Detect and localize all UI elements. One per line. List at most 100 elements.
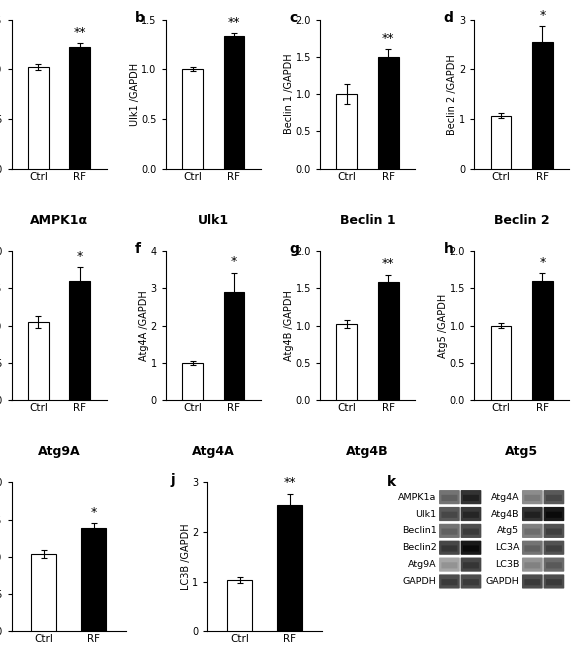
Text: AMPK1α: AMPK1α — [30, 214, 88, 227]
FancyBboxPatch shape — [546, 562, 562, 568]
FancyBboxPatch shape — [439, 540, 460, 555]
Text: h: h — [444, 242, 454, 256]
Bar — [182, 69, 203, 169]
Text: Atg9A: Atg9A — [408, 560, 436, 569]
Text: k: k — [387, 475, 396, 489]
FancyBboxPatch shape — [463, 512, 479, 518]
Bar — [28, 67, 49, 169]
Bar — [378, 57, 398, 169]
FancyBboxPatch shape — [463, 562, 479, 568]
Text: c: c — [289, 10, 298, 25]
Bar — [70, 281, 90, 400]
Text: Beclin 1: Beclin 1 — [340, 214, 395, 227]
Bar — [490, 326, 511, 400]
Text: d: d — [444, 10, 454, 25]
FancyBboxPatch shape — [442, 512, 457, 518]
Bar — [32, 554, 56, 631]
Bar — [532, 42, 553, 169]
Text: Atg9A: Atg9A — [38, 445, 80, 458]
Text: *: * — [76, 250, 83, 263]
FancyBboxPatch shape — [442, 546, 457, 551]
Text: *: * — [90, 506, 97, 519]
Text: Ulk1: Ulk1 — [415, 510, 436, 518]
FancyBboxPatch shape — [439, 507, 460, 521]
Y-axis label: Atg5 /GAPDH: Atg5 /GAPDH — [438, 294, 449, 357]
Bar — [28, 322, 49, 400]
FancyBboxPatch shape — [461, 557, 481, 572]
FancyBboxPatch shape — [543, 524, 564, 538]
Text: b: b — [135, 10, 145, 25]
Text: g: g — [289, 242, 300, 256]
FancyBboxPatch shape — [461, 507, 481, 521]
Bar — [70, 48, 90, 169]
FancyBboxPatch shape — [546, 512, 562, 518]
FancyBboxPatch shape — [524, 579, 540, 585]
Text: GAPDH: GAPDH — [486, 577, 519, 586]
Text: AMPK1a: AMPK1a — [398, 493, 436, 502]
FancyBboxPatch shape — [546, 529, 562, 534]
Bar — [81, 529, 106, 631]
Bar — [224, 292, 244, 400]
Bar — [227, 580, 252, 631]
Text: *: * — [539, 256, 546, 269]
FancyBboxPatch shape — [442, 562, 457, 568]
Y-axis label: Atg4B /GAPDH: Atg4B /GAPDH — [284, 290, 294, 361]
FancyBboxPatch shape — [461, 524, 481, 538]
FancyBboxPatch shape — [546, 546, 562, 551]
Bar — [224, 36, 244, 169]
FancyBboxPatch shape — [546, 579, 562, 585]
FancyBboxPatch shape — [543, 557, 564, 572]
Text: GAPDH: GAPDH — [403, 577, 436, 586]
FancyBboxPatch shape — [522, 540, 543, 555]
FancyBboxPatch shape — [463, 529, 479, 534]
Y-axis label: Ulk1 /GAPDH: Ulk1 /GAPDH — [130, 62, 140, 126]
FancyBboxPatch shape — [439, 574, 460, 589]
FancyBboxPatch shape — [524, 512, 540, 518]
FancyBboxPatch shape — [439, 490, 460, 505]
FancyBboxPatch shape — [439, 557, 460, 572]
FancyBboxPatch shape — [522, 507, 543, 521]
FancyBboxPatch shape — [442, 529, 457, 534]
FancyBboxPatch shape — [463, 495, 479, 501]
FancyBboxPatch shape — [543, 490, 564, 505]
Text: Atg4A: Atg4A — [192, 445, 235, 458]
Text: **: ** — [74, 26, 86, 39]
Text: **: ** — [228, 16, 240, 29]
Text: Ulk1: Ulk1 — [198, 214, 229, 227]
Bar — [277, 505, 302, 631]
Bar — [532, 281, 553, 400]
FancyBboxPatch shape — [543, 574, 564, 589]
Text: Atg5: Atg5 — [497, 527, 519, 535]
Text: *: * — [539, 8, 546, 21]
FancyBboxPatch shape — [546, 495, 562, 501]
FancyBboxPatch shape — [524, 529, 540, 534]
FancyBboxPatch shape — [543, 540, 564, 555]
FancyBboxPatch shape — [442, 579, 457, 585]
FancyBboxPatch shape — [461, 540, 481, 555]
Bar — [378, 283, 398, 400]
Bar — [490, 115, 511, 169]
Y-axis label: LC3B /GAPDH: LC3B /GAPDH — [181, 523, 191, 590]
Bar — [336, 94, 357, 169]
Text: LC3A: LC3A — [495, 543, 519, 552]
Text: j: j — [171, 473, 175, 487]
FancyBboxPatch shape — [522, 574, 543, 589]
Text: **: ** — [283, 476, 296, 489]
FancyBboxPatch shape — [463, 546, 479, 551]
Text: Atg4A: Atg4A — [491, 493, 519, 502]
Y-axis label: Beclin 2 /GAPDH: Beclin 2 /GAPDH — [447, 54, 457, 135]
Y-axis label: Beclin 1 /GAPDH: Beclin 1 /GAPDH — [284, 54, 294, 135]
Text: Beclin 2: Beclin 2 — [494, 214, 550, 227]
FancyBboxPatch shape — [522, 557, 543, 572]
FancyBboxPatch shape — [524, 546, 540, 551]
Text: *: * — [231, 255, 237, 268]
Text: **: ** — [382, 257, 394, 270]
Text: Atg4B: Atg4B — [346, 445, 389, 458]
FancyBboxPatch shape — [461, 574, 481, 589]
Text: Beclin1: Beclin1 — [402, 527, 436, 535]
FancyBboxPatch shape — [522, 524, 543, 538]
Text: LC3B: LC3B — [495, 560, 519, 569]
FancyBboxPatch shape — [524, 495, 540, 501]
Text: Beclin2: Beclin2 — [402, 543, 436, 552]
FancyBboxPatch shape — [543, 507, 564, 521]
